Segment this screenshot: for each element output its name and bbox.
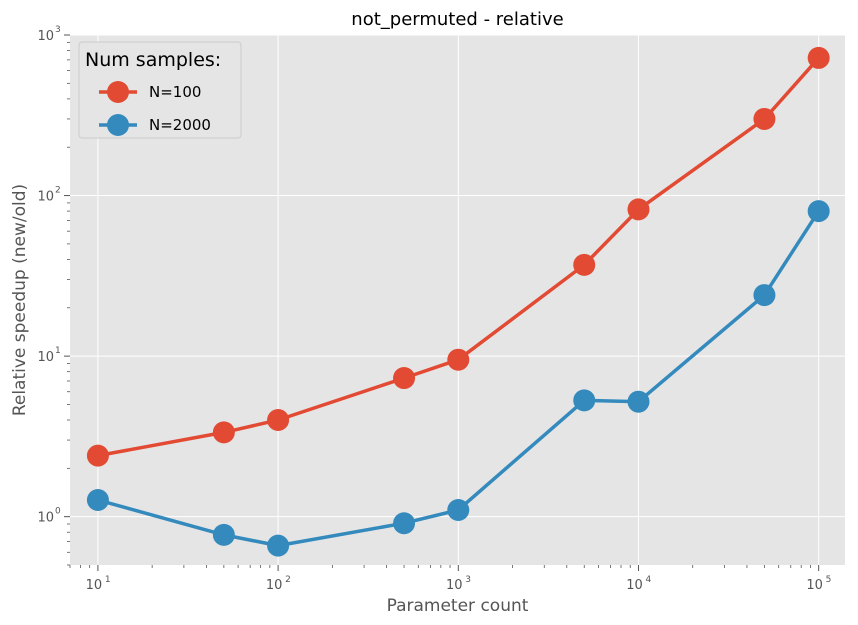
legend-label: N=2000 bbox=[149, 116, 211, 134]
x-tick-exponent: 3 bbox=[465, 575, 471, 585]
x-tick-label: 10 bbox=[806, 578, 823, 593]
series-1 bbox=[86, 46, 830, 467]
x-tick-label: 10 bbox=[626, 578, 643, 593]
data-point bbox=[807, 46, 830, 69]
x-tick-exponent: 1 bbox=[105, 575, 111, 585]
data-point bbox=[393, 512, 416, 535]
x-axis-label: Parameter count bbox=[387, 596, 529, 616]
y-tick-label: 10 bbox=[37, 511, 54, 526]
legend-swatch-marker bbox=[107, 81, 129, 103]
chart-title: not_permuted - relative bbox=[351, 9, 563, 30]
y-tick-exponent: 1 bbox=[55, 346, 61, 356]
data-point bbox=[393, 367, 416, 390]
x-tick-label: 10 bbox=[446, 578, 463, 593]
data-point bbox=[212, 421, 235, 444]
x-tick-exponent: 4 bbox=[645, 575, 651, 585]
data-point bbox=[267, 409, 290, 432]
x-tick-label: 10 bbox=[86, 578, 103, 593]
data-point bbox=[753, 284, 776, 307]
legend-swatch-marker bbox=[107, 114, 129, 136]
x-tick-exponent: 5 bbox=[826, 575, 832, 585]
data-point bbox=[86, 489, 109, 512]
data-point bbox=[212, 523, 235, 546]
data-point bbox=[753, 107, 776, 130]
y-tick-label: 10 bbox=[37, 350, 54, 365]
data-point bbox=[627, 198, 650, 221]
legend: Num samples: N=100 N=2000 bbox=[78, 41, 242, 139]
x-tick-label: 10 bbox=[266, 578, 283, 593]
legend-label: N=100 bbox=[149, 83, 201, 101]
data-point bbox=[573, 253, 596, 276]
axis-ticks: 10 1 10 2 10 3 10 4 10 510 010 110 210 3 bbox=[37, 25, 831, 593]
x-tick-exponent: 2 bbox=[285, 575, 291, 585]
series-2 bbox=[86, 200, 830, 557]
data-point bbox=[86, 444, 109, 467]
y-tick-exponent: 0 bbox=[55, 507, 61, 517]
y-tick-label: 10 bbox=[37, 29, 54, 44]
data-point bbox=[573, 389, 596, 412]
series-layer bbox=[86, 46, 830, 557]
y-tick-label: 10 bbox=[37, 190, 54, 205]
data-point bbox=[447, 348, 470, 371]
legend-entry: N=2000 bbox=[99, 114, 211, 136]
y-tick-exponent: 2 bbox=[55, 186, 61, 196]
legend-box bbox=[78, 41, 242, 139]
legend-entries: N=100 N=2000 bbox=[99, 81, 211, 136]
data-point bbox=[267, 534, 290, 557]
legend-entry: N=100 bbox=[99, 81, 201, 103]
y-axis-label: Relative speedup (new/old) bbox=[10, 184, 30, 416]
data-point bbox=[447, 499, 470, 522]
data-point bbox=[627, 390, 650, 413]
y-tick-exponent: 3 bbox=[55, 25, 61, 35]
data-point bbox=[807, 200, 830, 223]
legend-title: Num samples: bbox=[85, 49, 221, 71]
